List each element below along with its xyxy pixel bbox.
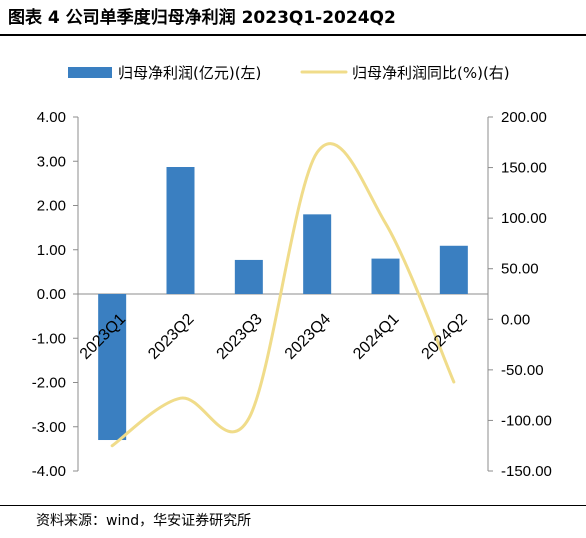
bar-series	[98, 167, 468, 441]
left-axis-tick-label: -2.00	[32, 375, 66, 392]
chart-title: 图表 4 公司单季度归母净利润 2023Q1-2024Q2	[8, 8, 396, 28]
legend-line-label: 归母净利润同比(%)(右)	[352, 64, 510, 82]
line-series	[110, 142, 456, 448]
category-label: 2023Q3	[214, 311, 266, 363]
left-axis-tick-label: -1.00	[32, 330, 66, 347]
legend-bar-label: 归母净利润(亿元)(左)	[118, 64, 261, 82]
category-label: 2024Q1	[350, 311, 402, 363]
title-divider	[0, 34, 586, 36]
category-label: 2023Q2	[145, 311, 197, 363]
right-axis-tick-label: 50.00	[501, 261, 539, 278]
bar-2024Q2	[439, 245, 468, 294]
chart-axes: 4.00 3.00 2.00 1.00 0.00 -1.00 -2.00 -3.00 -4.00…	[32, 109, 552, 480]
chart-legend: 归母净利润(亿元)(左) 归母净利润同比(%)(右)	[68, 64, 510, 82]
right-axis-tick-label: -100.00	[501, 412, 552, 429]
right-axis-tick-label: -150.00	[501, 463, 552, 480]
category-label: 2024Q2	[419, 311, 471, 363]
category-labels: 2023Q1 2023Q2 2023Q3 2023Q4 2024Q1 2024Q2	[77, 311, 471, 363]
left-axis-tick-label: -3.00	[32, 419, 66, 436]
right-axis-tick-label: 100.00	[501, 210, 547, 227]
bar-2023Q1	[98, 294, 127, 441]
right-axis-tick-label: -50.00	[501, 362, 544, 379]
yoy-line	[110, 142, 456, 448]
footer-divider	[0, 505, 586, 506]
bar-2023Q3	[234, 259, 263, 294]
category-label: 2023Q4	[282, 311, 334, 363]
source-note: 资料来源：wind，华安证券研究所	[36, 513, 252, 529]
left-axis-tick-label: 2.00	[37, 198, 66, 215]
left-axis-tick-label: 0.00	[37, 286, 66, 303]
right-axis-tick-label: 0.00	[501, 311, 530, 328]
right-axis-tick-label: 200.00	[501, 109, 547, 126]
left-axis-tick-label: 1.00	[37, 242, 66, 259]
bar-2023Q2	[166, 167, 195, 294]
left-axis-tick-label: 3.00	[37, 153, 66, 170]
left-axis-tick-label: 4.00	[37, 109, 66, 126]
chart: 归母净利润(亿元)(左) 归母净利润同比(%)(右) 4.00 3.00 2.00 1.…	[32, 64, 552, 480]
bar-2023Q4	[303, 214, 332, 294]
right-axis-tick-label: 150.00	[501, 160, 547, 177]
left-axis-tick-label: -4.00	[32, 463, 66, 480]
legend-bar-swatch	[68, 67, 112, 78]
bar-2024Q1	[371, 258, 400, 294]
